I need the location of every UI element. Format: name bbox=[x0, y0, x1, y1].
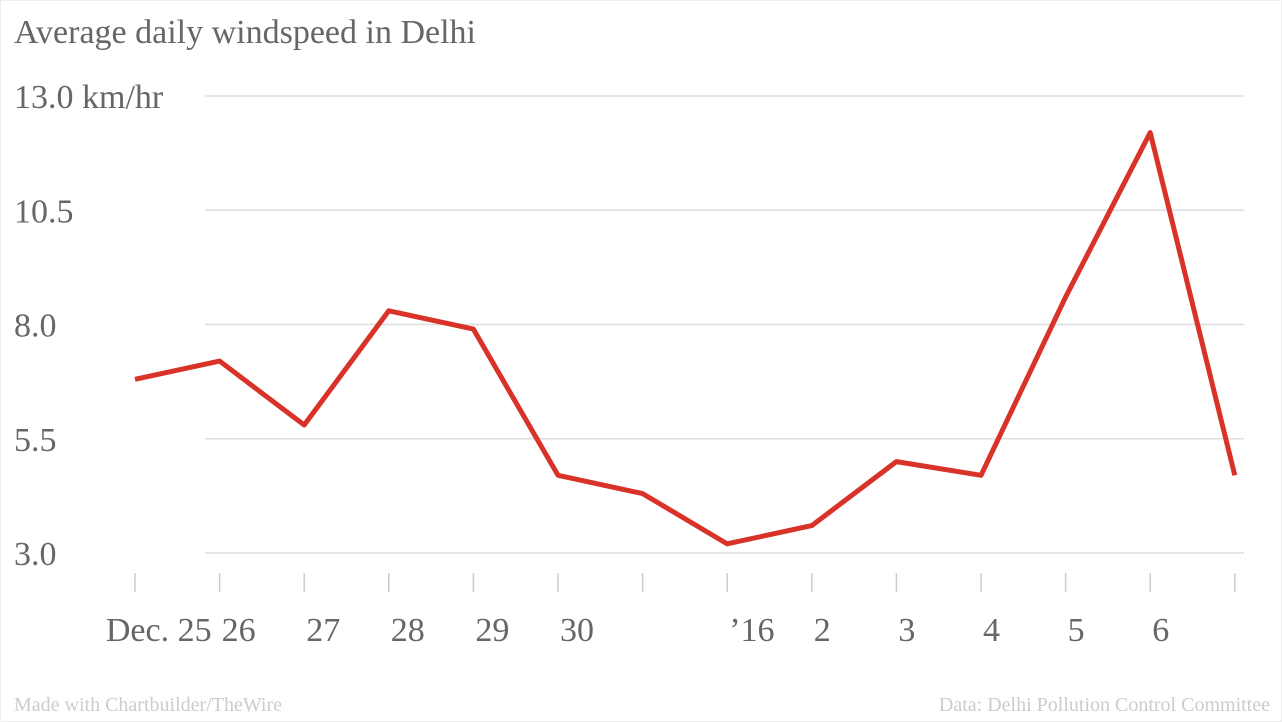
series-line bbox=[134, 130, 1238, 547]
x-tick-label: 6 bbox=[1152, 612, 1169, 649]
chart-title: Average daily windspeed in Delhi bbox=[14, 14, 477, 51]
x-tick-label: 29 bbox=[475, 612, 509, 649]
x-tick-label: 27 bbox=[306, 612, 340, 649]
x-tick-label: 2 bbox=[814, 612, 831, 649]
source-text: Data: Delhi Pollution Control Committee bbox=[938, 694, 1270, 716]
x-tick-label: 30 bbox=[560, 612, 594, 649]
credit-text: Made with Chartbuilder/TheWire bbox=[14, 694, 282, 716]
x-tick-label: Dec. 25 bbox=[106, 612, 212, 649]
y-tick-label: 13.0 km/hr bbox=[14, 79, 164, 116]
y-tick-label: 10.5 bbox=[14, 193, 74, 230]
x-tick-label: 26 bbox=[222, 612, 256, 649]
x-tick-label: 28 bbox=[391, 612, 425, 649]
y-tick-label: 3.0 bbox=[14, 536, 57, 573]
x-tick-label: 5 bbox=[1068, 612, 1085, 649]
y-tick-label: 8.0 bbox=[14, 308, 57, 345]
x-tick-label: 3 bbox=[898, 612, 915, 649]
x-tick-label: ’16 bbox=[729, 612, 774, 649]
y-tick-label: 5.5 bbox=[14, 422, 57, 459]
x-tick-label: 4 bbox=[983, 612, 1000, 649]
